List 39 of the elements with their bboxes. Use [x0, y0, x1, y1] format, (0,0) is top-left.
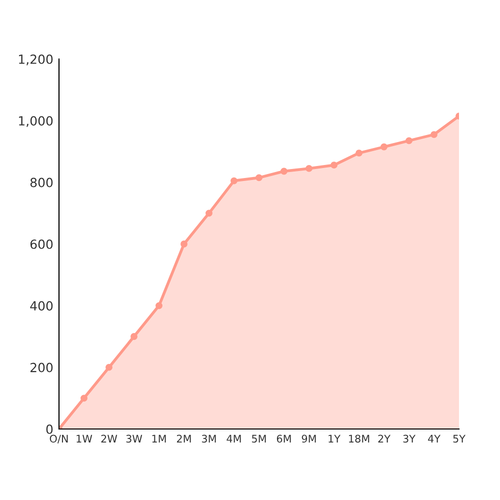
x-tick-label: O/N	[50, 434, 68, 444]
point	[130, 333, 138, 340]
x-tick-label: 5M	[252, 434, 266, 443]
point	[206, 210, 212, 217]
x-tick-label: 4Y	[428, 434, 441, 442]
point	[280, 168, 288, 175]
x-tick-label: 5Y	[453, 434, 466, 443]
point	[430, 131, 438, 138]
point	[80, 394, 88, 402]
point	[306, 164, 312, 172]
point	[256, 174, 262, 182]
y-tick-label: 1,000	[19, 116, 53, 127]
x-tick-label: 1W	[76, 434, 92, 442]
point	[106, 364, 112, 371]
point	[380, 143, 388, 150]
y-tick-label: 400	[30, 301, 53, 311]
y-tick-label: 600	[30, 239, 53, 249]
y-tick-label: 200	[30, 362, 53, 372]
x-tick-label: 2Y	[378, 434, 391, 442]
y-tick-label: 0	[46, 424, 53, 434]
y-tick-label: 1,200	[19, 54, 53, 66]
x-tick-label: 9M	[302, 434, 316, 443]
x-tick-label: 6M	[276, 434, 291, 443]
point	[180, 240, 188, 248]
x-tick-label: 3Y	[403, 434, 416, 443]
x-tick-label: 2M	[176, 434, 191, 442]
y-tick-label: 800	[30, 178, 53, 188]
point	[356, 150, 362, 157]
point	[230, 177, 238, 184]
x-tick-label: 1M	[152, 434, 166, 442]
x-tick-label: 4M	[226, 434, 241, 442]
point	[406, 137, 412, 144]
x-tick-label: 3M	[202, 434, 216, 443]
point	[330, 162, 338, 169]
x-tick-label: 3W	[126, 434, 142, 443]
x-tick-label: 18M	[349, 434, 370, 443]
point	[156, 302, 162, 310]
x-tick-label: 2W	[101, 434, 118, 442]
x-tick-label: 1Y	[328, 434, 341, 442]
